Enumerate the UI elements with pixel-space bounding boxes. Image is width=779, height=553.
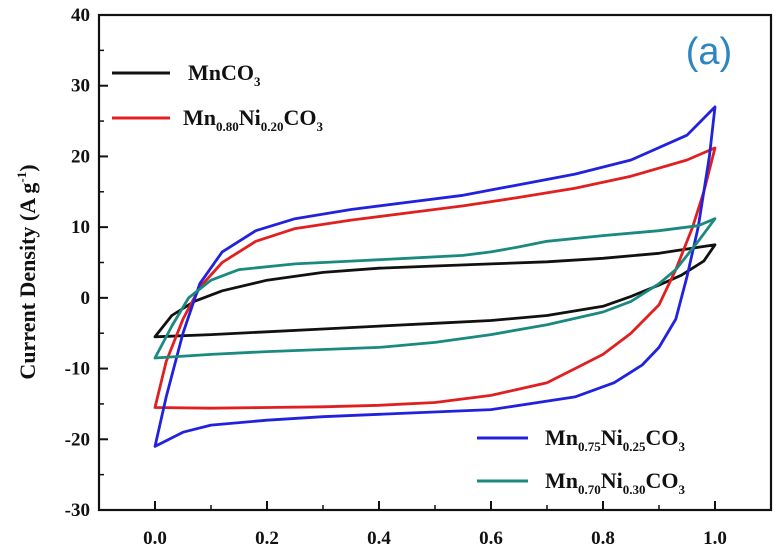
x-tick-label: 1.0	[703, 528, 727, 549]
legend-text: CO	[646, 425, 679, 450]
series-line	[153, 243, 717, 339]
legend-text: Ni	[239, 105, 261, 130]
legend-text: MnCO	[188, 60, 254, 85]
y-tick-label: -10	[65, 359, 90, 380]
y-tick-label: 20	[71, 146, 90, 167]
legend-text: Ni	[601, 468, 623, 493]
plot-frame	[97, 13, 773, 512]
x-tick-label: 0.4	[367, 528, 391, 549]
legend-subscript: 0.25	[623, 439, 646, 454]
axis-ticks: 40 30 20 10 0 -10 -20 -30 0.0 0.2 0.4 0.6 0.8 1.0	[65, 5, 772, 549]
legend-label: Mn0.75Ni0.25CO3	[545, 425, 686, 454]
legend-label: Mn0.70Ni0.30CO3	[545, 468, 686, 497]
y-tick-label: -30	[65, 500, 90, 521]
panel-label: (a)	[686, 31, 732, 73]
x-tick-label: 0.6	[479, 528, 503, 549]
x-tick-label: 0.8	[591, 528, 615, 549]
y-axis-label-text: Current Density (A g	[15, 183, 40, 380]
y-tick-label: 30	[71, 76, 90, 97]
y-tick-label: 0	[81, 288, 91, 309]
legend: MnCO3Mn0.80Ni0.20CO3Mn0.75Ni0.25CO3Mn0.7…	[112, 60, 686, 497]
x-tick-label: 0.2	[255, 528, 279, 549]
legend-subscript: 0.30	[623, 482, 646, 497]
series-line	[153, 105, 717, 448]
legend-subscript: 0.80	[216, 119, 239, 134]
y-tick-label: -20	[65, 429, 90, 450]
series-line	[153, 146, 717, 410]
legend-subscript: 0.70	[578, 482, 601, 497]
series-layer	[153, 105, 717, 448]
legend-text: Ni	[601, 425, 623, 450]
legend-subscript: 0.20	[261, 119, 284, 134]
legend-label: Mn0.80Ni0.20CO3	[183, 105, 324, 134]
legend-text: CO	[284, 105, 317, 130]
legend-text: CO	[646, 468, 679, 493]
y-tick-label: 10	[71, 217, 90, 238]
legend-text: Mn	[545, 425, 578, 450]
legend-label: MnCO3	[188, 60, 261, 89]
legend-subscript: 3	[254, 74, 261, 89]
legend-subscript: 3	[679, 482, 686, 497]
y-axis-label: Current Density (A g-1)	[14, 164, 40, 379]
series-line	[153, 217, 717, 360]
legend-subscript: 3	[317, 119, 324, 134]
legend-text: Mn	[545, 468, 578, 493]
legend-subscript: 3	[679, 439, 686, 454]
y-axis-label-sup: -1	[14, 172, 29, 183]
legend-text: Mn	[183, 105, 216, 130]
y-axis-label-close: )	[15, 164, 40, 171]
y-tick-label: 40	[71, 5, 90, 26]
legend-subscript: 0.75	[578, 439, 601, 454]
x-tick-label: 0.0	[143, 528, 167, 549]
